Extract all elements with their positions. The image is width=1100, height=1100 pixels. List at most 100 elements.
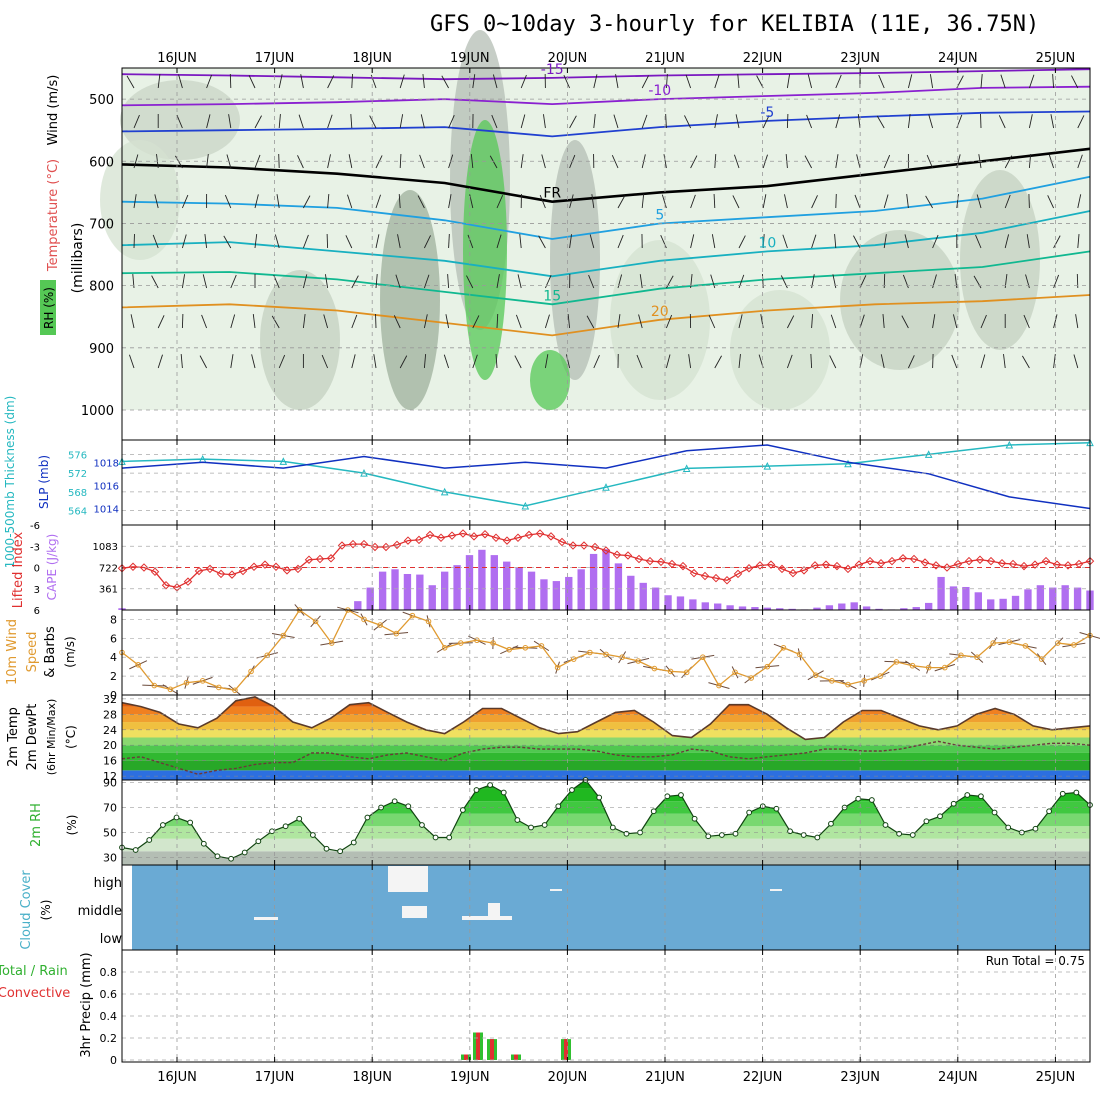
upper-wind-barb xyxy=(854,194,861,209)
upper-wind-barb xyxy=(617,234,624,249)
wind-speed-marker xyxy=(151,682,158,689)
lifted-index-marker xyxy=(161,580,171,590)
upper-wind-barb xyxy=(830,314,837,329)
precip-convective-bar xyxy=(490,1039,494,1060)
upper-wind-barb xyxy=(1026,234,1030,249)
isotherm-line xyxy=(121,294,1091,337)
temp-tick-label: 32 xyxy=(103,693,117,706)
temp-tick-label: 12 xyxy=(103,770,117,783)
upper-wind-barb xyxy=(204,234,208,249)
upper-wind-barb xyxy=(586,315,595,329)
cape-bar xyxy=(651,587,660,610)
lifted-index-marker xyxy=(502,536,512,545)
temp-band xyxy=(122,760,1090,771)
upper-wind-barb xyxy=(1000,74,1006,89)
lifted-index-marker xyxy=(205,564,215,574)
rh-band xyxy=(122,780,1090,789)
upper-wind-barb xyxy=(276,194,280,209)
cape-bar xyxy=(788,608,796,610)
rh-marker xyxy=(978,793,984,800)
rh-tick-label: 30 xyxy=(103,852,117,865)
lifted-index-marker xyxy=(689,568,699,578)
upper-wind-barb xyxy=(399,114,404,129)
wind-speed-marker xyxy=(522,644,529,651)
cape-bar xyxy=(776,608,784,610)
precip-convective-bar xyxy=(464,1054,468,1060)
rh-contour-area xyxy=(840,230,960,370)
lifted-index-marker xyxy=(480,529,490,539)
rh-marker xyxy=(391,798,398,805)
upper-wind-barb xyxy=(323,314,329,329)
upper-wind-barb xyxy=(784,194,788,209)
upper-wind-barb xyxy=(1023,314,1030,329)
upper-wind-barb xyxy=(782,234,788,249)
upper-wind-barb xyxy=(491,114,498,129)
lifted-index-marker xyxy=(249,562,259,572)
lifted-index-marker xyxy=(414,535,424,545)
wind-speed-marker xyxy=(683,669,690,676)
upper-wind-barb xyxy=(423,235,431,249)
isotherm-label: -10 xyxy=(648,83,671,99)
wind-speed-marker xyxy=(764,663,771,670)
lifted-index-marker xyxy=(766,560,776,569)
wind-speed-marker xyxy=(458,640,464,646)
cloud-axis-unit: (%) xyxy=(39,900,53,921)
upper-wind-barb xyxy=(617,195,626,209)
cape-bar xyxy=(478,549,486,610)
upper-wind-barb xyxy=(302,234,309,249)
cape-bar xyxy=(416,574,424,610)
upper-wind-barb xyxy=(907,114,911,129)
wind-speed-marker xyxy=(409,612,416,619)
upper-wind-barb xyxy=(929,74,934,89)
lifted-index-marker xyxy=(579,541,589,550)
upper-wind-barb xyxy=(811,195,818,209)
upper-wind-barb xyxy=(853,235,861,249)
upper-wind-barb xyxy=(593,114,596,129)
thickness-tick-label: 568 xyxy=(68,488,87,499)
lifted-index-marker xyxy=(436,533,446,542)
pressure-tick-label: 800 xyxy=(89,280,114,295)
upper-wind-barb xyxy=(976,194,982,209)
precip-convective-bar xyxy=(476,1032,480,1060)
lifted-index-marker xyxy=(337,541,347,550)
li-tick-label: 6 xyxy=(34,606,40,617)
rh-marker xyxy=(855,795,862,802)
rh-marker xyxy=(528,824,534,831)
lifted-index-marker xyxy=(348,539,358,549)
lifted-index-marker xyxy=(667,559,677,569)
rh-marker xyxy=(828,820,834,827)
rh-marker xyxy=(337,848,344,855)
upper-wind-barb xyxy=(883,234,887,249)
upper-wind-barb xyxy=(569,115,577,129)
lifted-index-marker xyxy=(304,555,314,564)
upper-wind-barb xyxy=(228,114,232,129)
upper-wind-barb xyxy=(611,155,619,169)
upper-wind-barb xyxy=(1028,154,1032,169)
date-label-top: 20JUN xyxy=(548,51,588,66)
rh-marker xyxy=(650,808,657,815)
upper-wind-barb xyxy=(615,74,619,89)
upper-wind-barb xyxy=(520,74,527,89)
cape-bar xyxy=(515,567,523,610)
lifted-index-marker xyxy=(491,533,501,542)
lifted-index-marker xyxy=(887,556,897,566)
upper-wind-barb xyxy=(126,75,135,89)
rh-marker xyxy=(623,830,630,837)
upper-wind-barb xyxy=(496,195,504,209)
upper-wind-barb xyxy=(880,354,885,369)
lifted-index-marker xyxy=(799,566,809,575)
upper-wind-barb xyxy=(206,74,213,89)
wind-speed-marker xyxy=(216,684,222,691)
rh-marker xyxy=(446,834,453,841)
upper-wind-barb xyxy=(932,234,939,249)
upper-wind-barb xyxy=(420,114,425,129)
upper-wind-barb xyxy=(441,75,449,89)
rh-swatch xyxy=(40,280,56,335)
upper-wind-barb xyxy=(617,314,621,329)
upper-wind-barb xyxy=(351,354,356,369)
lifted-index-marker xyxy=(238,566,248,576)
pressure-tick-label: 600 xyxy=(89,155,114,170)
precip-tick-label: 0.4 xyxy=(100,1010,118,1023)
lifted-index-marker xyxy=(139,563,149,572)
rh-marker xyxy=(132,847,139,853)
